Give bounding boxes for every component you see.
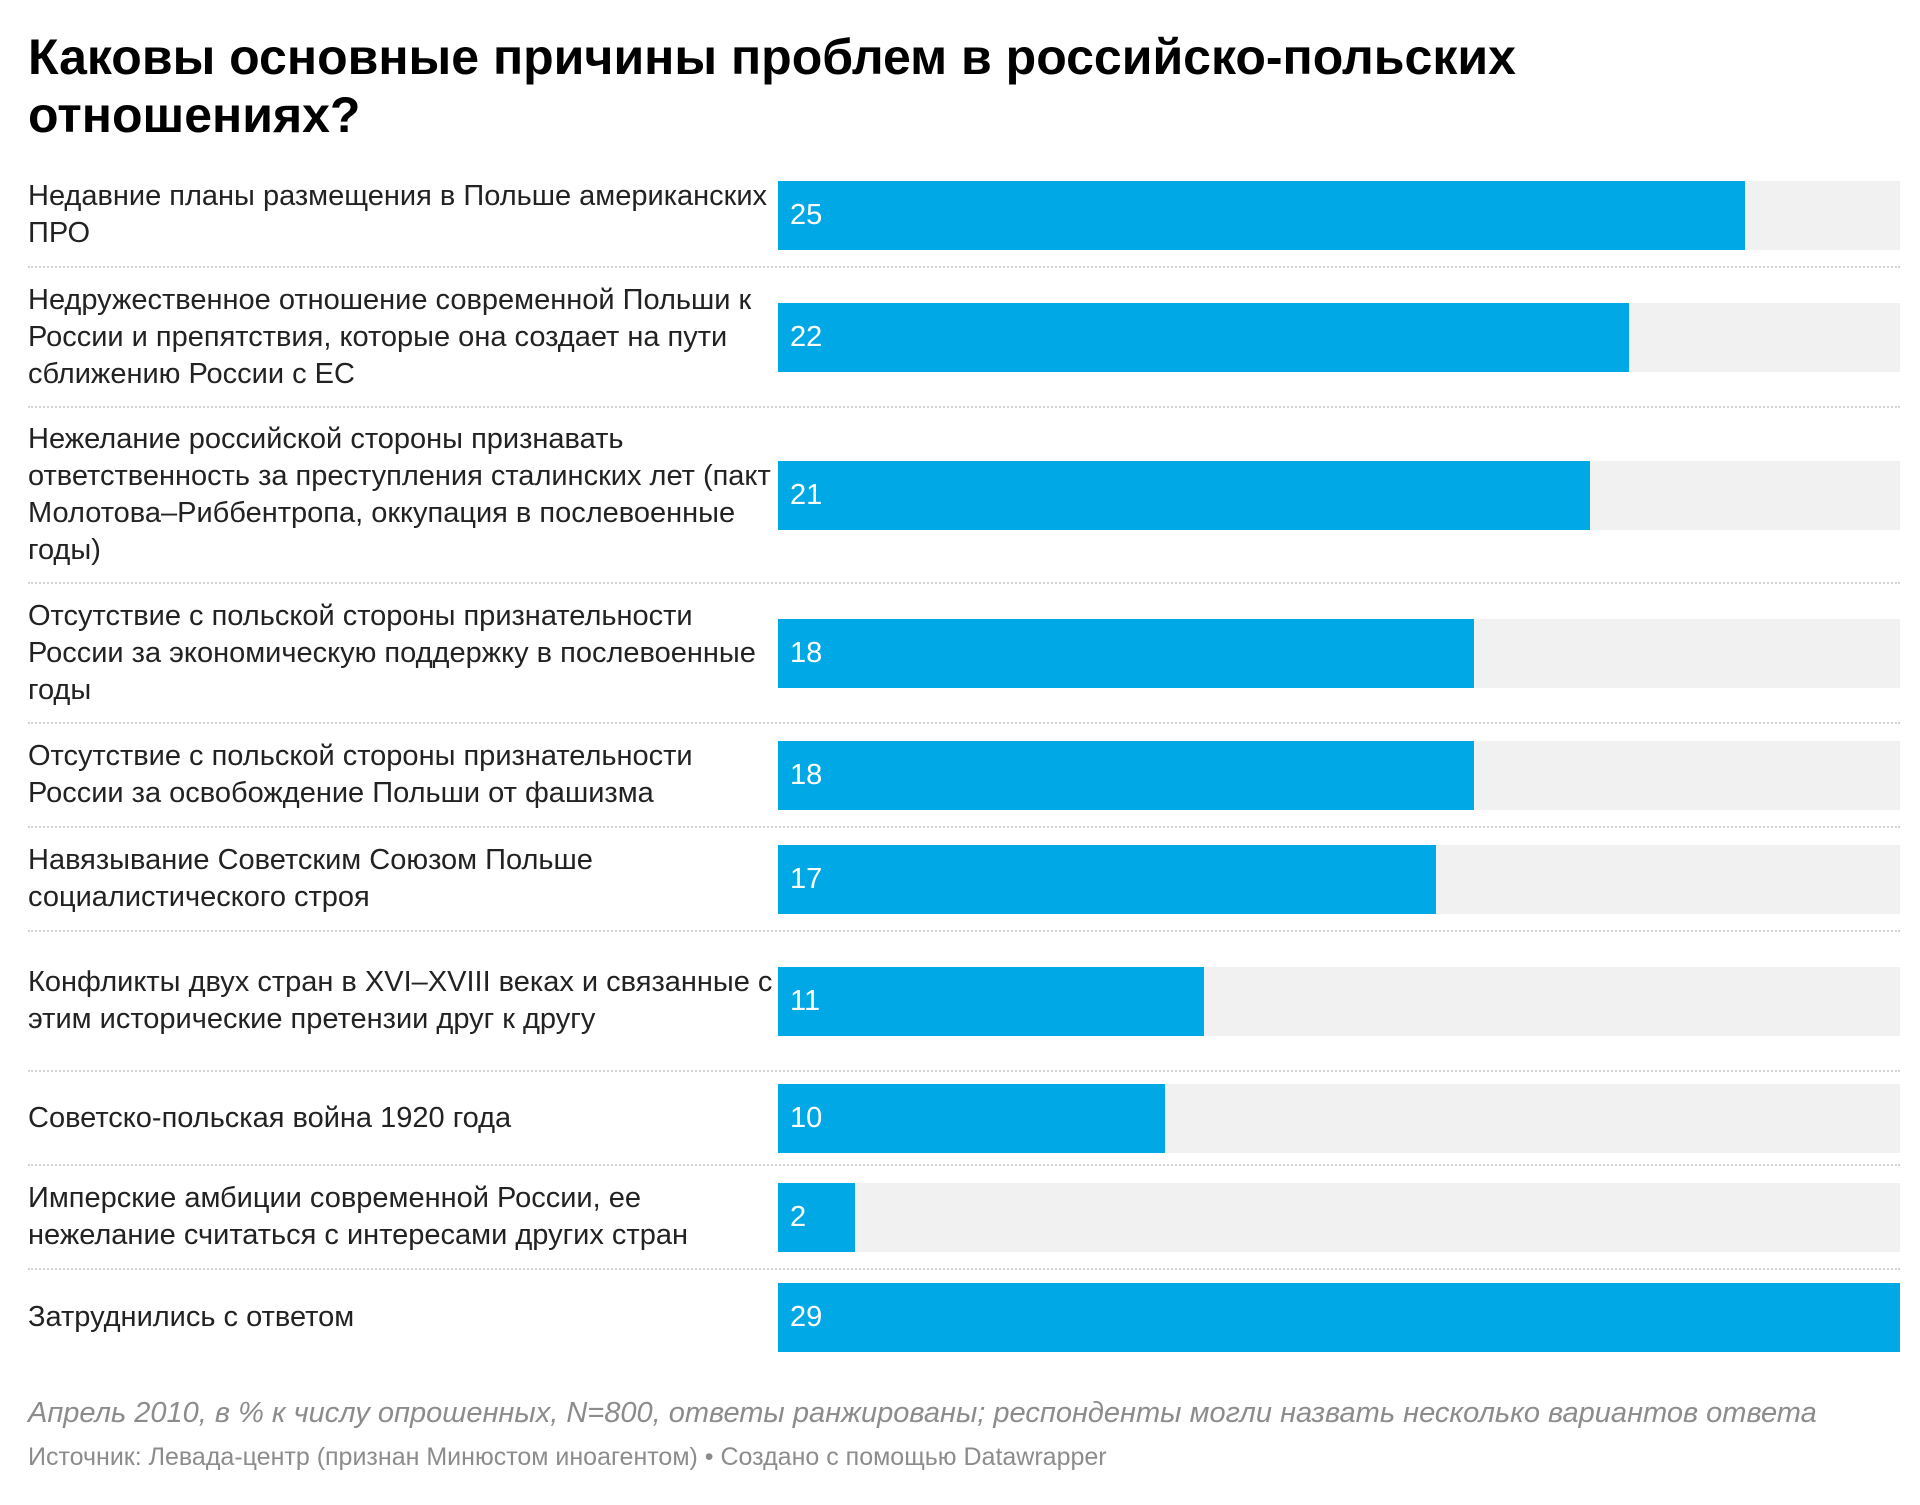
bar-label: Недавние планы размещения в Польше амери… — [28, 180, 768, 249]
bar-track: 21 — [778, 460, 1900, 530]
bar-value-label: 22 — [790, 320, 823, 353]
bar-label: Нежелание российской стороны признавать … — [28, 423, 771, 566]
bar-row: Затруднились с ответом 29 — [28, 1270, 1900, 1364]
bar-label: Советско-польская война 1920 года — [28, 1101, 512, 1134]
bar — [778, 1083, 1165, 1153]
bar-row: Отсутствие с польской стороны признатель… — [28, 724, 1900, 828]
bar-track: 2 — [778, 1182, 1900, 1252]
bar-track: 25 — [778, 180, 1900, 250]
bar-track: 18 — [778, 618, 1900, 688]
bar-row: Конфликты двух стран в XVI–XVIII веках и… — [28, 932, 1900, 1072]
bar-track: 17 — [778, 844, 1900, 914]
bar-label: Имперские амбиции современной России, ее… — [28, 1182, 688, 1251]
bar-row: Навязывание Советским Союзом Польше соци… — [28, 828, 1900, 932]
bar — [778, 1182, 855, 1252]
chart-source: Источник: Левада-центр (признан Минюстом… — [28, 1443, 1107, 1471]
bar — [778, 844, 1436, 914]
bar-value-label: 11 — [790, 984, 821, 1017]
bar-row: Имперские амбиции современной России, ее… — [28, 1166, 1900, 1270]
bar-label: Недружественное отношение современной По… — [28, 283, 752, 390]
bar-row: Нежелание российской стороны признавать … — [28, 408, 1900, 584]
bar-row: Недружественное отношение современной По… — [28, 268, 1900, 408]
bar-value-label: 29 — [790, 1300, 823, 1333]
bar-track: 11 — [778, 966, 1900, 1036]
bar-row: Недавние планы размещения в Польше амери… — [28, 164, 1900, 268]
bar-value-label: 18 — [790, 636, 823, 669]
bar-value-label: 10 — [790, 1101, 823, 1134]
bar-value-label: 25 — [790, 198, 823, 231]
bar — [778, 1282, 1900, 1352]
chart-title: Каковы основные причины проблем в россий… — [28, 29, 1516, 143]
bar-track: 29 — [778, 1282, 1900, 1352]
chart-note: Апрель 2010, в % к числу опрошенных, N=8… — [28, 1397, 1817, 1429]
bar-value-label: 17 — [790, 862, 823, 895]
bar — [778, 180, 1745, 250]
bar-track: 18 — [778, 740, 1900, 810]
bar-rows: Недавние планы размещения в Польше амери… — [28, 164, 1900, 1364]
bar-row: Отсутствие с польской стороны признатель… — [28, 584, 1900, 724]
bar-track: 22 — [778, 302, 1900, 372]
bar-value-label: 21 — [790, 478, 823, 511]
bar-label: Отсутствие с польской стороны признатель… — [28, 599, 756, 706]
bar-label: Отсутствие с польской стороны признатель… — [28, 740, 693, 809]
bar-track: 10 — [778, 1083, 1900, 1153]
bar — [778, 618, 1474, 688]
chart-container: Каковы основные причины проблем в россий… — [28, 28, 1900, 1364]
bar-value-label: 2 — [790, 1200, 807, 1233]
bar-label: Навязывание Советским Союзом Польше соци… — [28, 844, 593, 913]
chart-footer: Апрель 2010, в % к числу опрошенных, N=8… — [28, 1394, 1900, 1474]
bar — [778, 966, 1204, 1036]
bar — [778, 740, 1474, 810]
bar-label: Конфликты двух стран в XVI–XVIII веках и… — [28, 966, 773, 1035]
bar — [778, 302, 1629, 372]
bar — [778, 460, 1590, 530]
bar-value-label: 18 — [790, 758, 823, 791]
bar-label: Затруднились с ответом — [28, 1300, 355, 1333]
bar-row: Советско-польская война 1920 года 10 — [28, 1072, 1900, 1166]
